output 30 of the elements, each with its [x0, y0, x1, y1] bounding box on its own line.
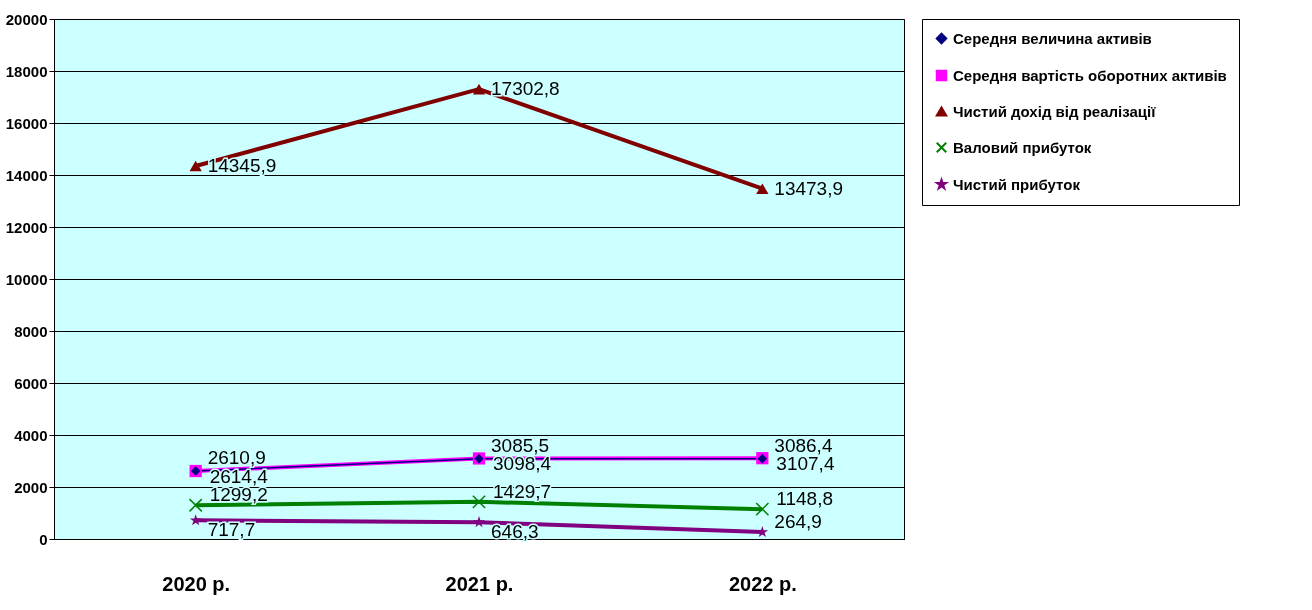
- legend-label: Чистий дохід від реалізації: [953, 102, 1157, 120]
- data-label: 3086,4: [774, 434, 833, 456]
- y-tick-label: 2000: [14, 478, 48, 496]
- y-tick-label: 8000: [14, 322, 48, 340]
- x-tick-label: 2022 р.: [728, 572, 797, 595]
- x-tick-label: 2020 р.: [162, 572, 231, 595]
- y-tick-label: 12000: [5, 218, 48, 236]
- data-label: 264,9: [774, 511, 822, 533]
- x-tick-label: 2021 р.: [445, 572, 514, 595]
- y-tick-label: 16000: [5, 114, 48, 132]
- data-label: 13473,9: [774, 177, 844, 199]
- y-tick-label: 4000: [14, 426, 48, 444]
- y-tick-label: 20000: [5, 10, 48, 28]
- data-label: 3085,5: [491, 434, 550, 456]
- legend-label: Середня величина активів: [953, 29, 1152, 47]
- data-label: 646,3: [491, 521, 539, 543]
- data-label: 17302,8: [491, 78, 560, 100]
- data-label: 717,7: [207, 519, 256, 541]
- legend-label: Валовий прибуток: [953, 138, 1092, 156]
- legend-label: Чистий прибуток: [953, 175, 1081, 193]
- y-tick-label: 6000: [14, 374, 48, 392]
- data-label: 2610,9: [207, 447, 266, 469]
- legend-label: Середня вартість оборотних активів: [953, 66, 1227, 84]
- data-label: 2614,4: [209, 466, 269, 488]
- y-tick-label: 18000: [5, 62, 48, 80]
- y-tick-label: 14000: [5, 166, 48, 184]
- data-label: 1148,8: [776, 488, 834, 510]
- data-label: 14345,9: [207, 155, 277, 177]
- y-tick-label: 0: [39, 530, 48, 548]
- y-tick-label: 10000: [5, 270, 48, 288]
